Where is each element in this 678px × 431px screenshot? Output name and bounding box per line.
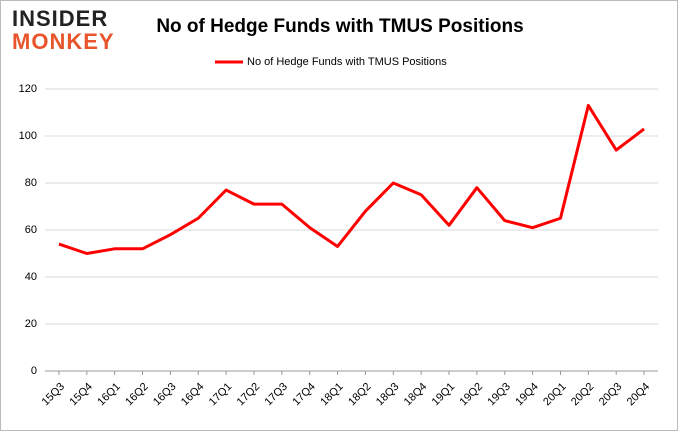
y-tick-label: 0 [31, 365, 37, 377]
y-tick-label: 40 [25, 271, 37, 283]
y-tick-label: 20 [25, 318, 37, 330]
logo-line2: MONKEY [12, 29, 115, 54]
y-tick-label: 80 [25, 177, 37, 189]
y-tick-label: 100 [19, 130, 37, 142]
y-tick-label: 60 [25, 224, 37, 236]
logo-line1: INSIDER [12, 6, 108, 31]
data-line [58, 103, 645, 255]
legend-label: No of Hedge Funds with TMUS Positions [247, 56, 447, 68]
chart-title: No of Hedge Funds with TMUS Positions [156, 16, 523, 37]
y-tick-label: 120 [19, 83, 37, 95]
